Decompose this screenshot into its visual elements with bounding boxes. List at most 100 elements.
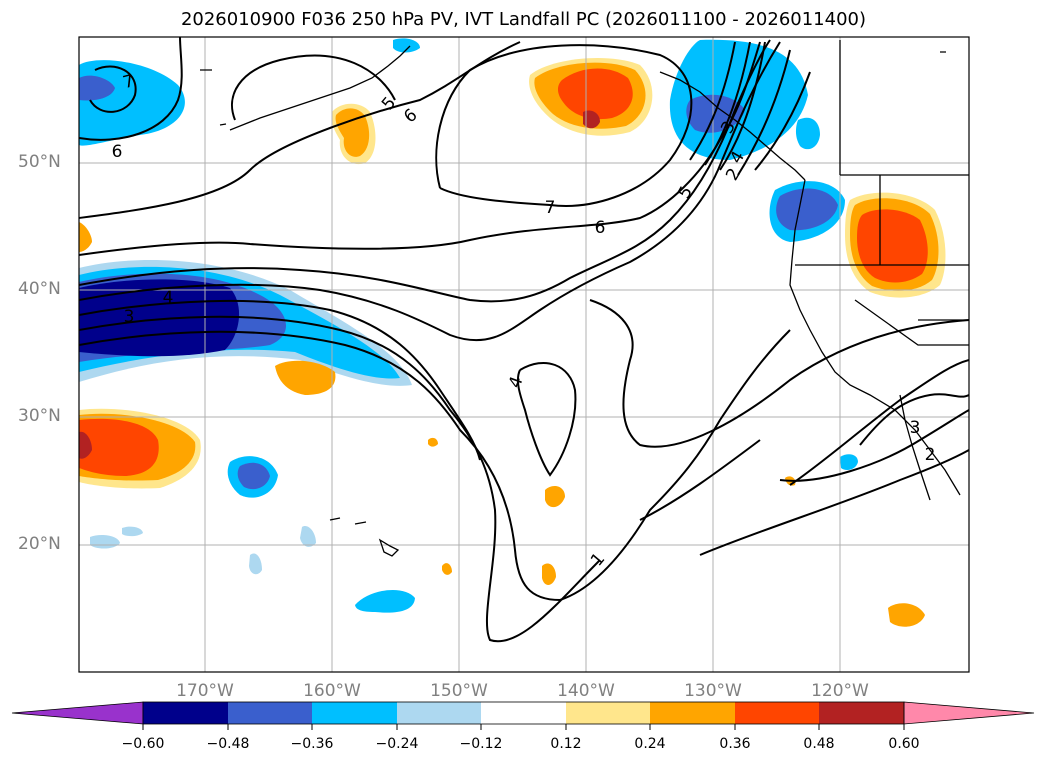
coastlines [200,40,969,557]
contour-inner-5 [699,449,969,556]
pos-anomaly-tiny-4 [442,563,452,575]
neg-anomaly-small-2 [355,589,415,613]
neg-anomaly-small-6 [122,526,143,537]
contour-jet-4 [737,49,791,176]
lon-label-160w: 160°W [303,681,361,701]
lat-label-20n: 20°N [18,534,61,554]
contour-jet-5 [754,71,811,171]
colorbar-tick-label: −0.12 [459,736,503,752]
contour-label: 2 [925,445,936,465]
pos-anomaly-sw-center [79,431,92,459]
state-borders [795,175,969,346]
contour-label: 3 [910,418,921,438]
neg-anomaly-nw-core [79,75,115,101]
contour-label: 7 [545,198,556,218]
pos-anomaly-north-center [583,110,600,129]
colorbar-tick-label: −0.24 [375,736,419,752]
pos-anomaly-california-core [857,209,928,283]
colorbar-segment [566,702,650,724]
contour-2-mid [79,315,601,643]
contour-label: 6 [595,218,606,238]
contour-3-mid [79,299,481,461]
colorbar-tick-label: −0.60 [121,736,165,752]
map-panel: 7 6 5 6 7 6 3 4 5 4 4 3 2 1 3 2 [78,36,970,673]
colorbar-segment [312,702,397,724]
alaska-aleutian-coast [229,45,411,131]
contour-6-north [79,41,521,219]
contour-7-northwest [89,65,137,113]
lon-label-120w: 120°W [811,681,869,701]
pos-anomaly-tiny-2 [542,563,556,585]
contour-1 [79,329,791,602]
contour-7-mid [435,44,693,207]
contour-jet-3 [719,41,766,171]
pos-anomaly-southeast [888,603,925,627]
contour-5-north [231,54,396,121]
lat-label-30n: 30°N [18,406,61,426]
neg-anomaly-small-3 [795,117,820,150]
pos-anomaly-small-a-core [335,108,370,157]
colorbar [11,701,1035,730]
contour-inner-4 [859,393,969,446]
lat-label-40n: 40°N [18,279,61,299]
contour-4-loop [516,361,577,477]
contour-label: 7 [121,71,137,93]
neg-anomaly-west-core [79,279,240,357]
pos-anomaly-tiny-1 [545,485,565,508]
contour-inner-1 [589,299,969,448]
contour-label: 4 [163,288,174,308]
contour-label: 6 [400,105,421,127]
colorbar-tick-label: 0.24 [634,736,666,752]
colorbar-segment [143,702,228,724]
pos-anomaly-tiny-3 [428,437,438,447]
small-islands [200,51,946,126]
contour-4-mid [79,41,781,342]
us-west-coast [789,179,961,496]
positive-anomaly-shading [79,57,946,627]
hawaii-islands [329,517,400,557]
map-frame [78,36,970,673]
contour-jet-1 [689,41,736,161]
colorbar-segment [397,702,481,724]
colorbar-tick-label: 0.36 [719,736,751,752]
colorbar-segment [735,702,819,724]
graticule [79,37,969,672]
colorbar-segment [819,702,904,724]
pos-anomaly-north-core [557,68,633,120]
colorbar-tick-label: 0.60 [888,736,920,752]
lon-label-150w: 150°W [430,681,488,701]
lon-label-130w: 130°W [684,681,742,701]
contour-label: 1 [587,549,609,570]
neg-anomaly-nw [79,60,185,146]
pos-anomaly-west-edge [79,222,92,252]
contour-inner-3 [779,409,969,482]
neg-anomaly-small-5 [90,535,120,549]
lon-label-140w: 140°W [557,681,615,701]
colorbar-extend-low [11,701,144,725]
colorbar-extend-high [903,701,1035,725]
colorbar-segment [228,702,312,724]
colorbar-segment [481,702,566,724]
lat-label-50n: 50°N [18,152,61,172]
colorbar-segment [650,702,735,724]
neg-anomaly-small-8 [249,553,262,575]
neg-anomaly-small-4 [840,454,858,470]
colorbar-tick-label: 0.12 [550,736,582,752]
contour-label: 4 [505,374,527,391]
colorbar-tick-label: 0.48 [803,736,835,752]
contour-5-mid [79,39,771,303]
colorbar-tick-label: −0.48 [206,736,250,752]
canada-border [839,40,969,176]
neg-anomaly-oregon-core [776,188,838,231]
contour-label: 6 [112,142,123,162]
contours [79,37,969,643]
colorbar-tick-label: −0.36 [290,736,334,752]
pos-anomaly-sw-core [79,418,159,476]
contour-inner-2 [789,359,969,486]
contour-label: 3 [124,307,135,327]
neg-anomaly-small-1-core [237,462,270,490]
contour-jet-2 [704,41,751,166]
contour-inner-6 [639,439,761,521]
lon-label-170w: 170°W [176,681,234,701]
pos-anomaly-mid-small [275,360,336,395]
